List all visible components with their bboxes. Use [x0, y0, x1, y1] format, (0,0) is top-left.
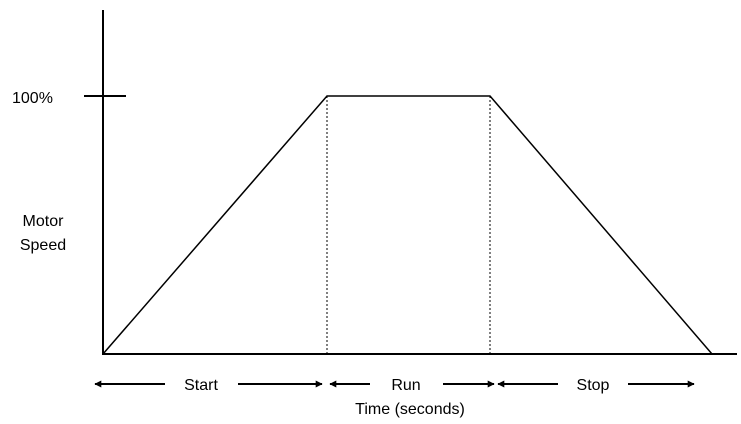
phase-label-start: Start	[184, 377, 218, 394]
x-axis-label: Time (seconds)	[355, 401, 465, 418]
y-axis-label-line1: Motor	[23, 213, 65, 230]
y-tick-label: 100%	[12, 90, 53, 107]
phase-label-stop: Stop	[577, 377, 610, 394]
y-axis-label-line2: Speed	[20, 237, 66, 254]
speed-profile-line	[102, 95, 713, 355]
phase-label-run: Run	[391, 377, 420, 394]
